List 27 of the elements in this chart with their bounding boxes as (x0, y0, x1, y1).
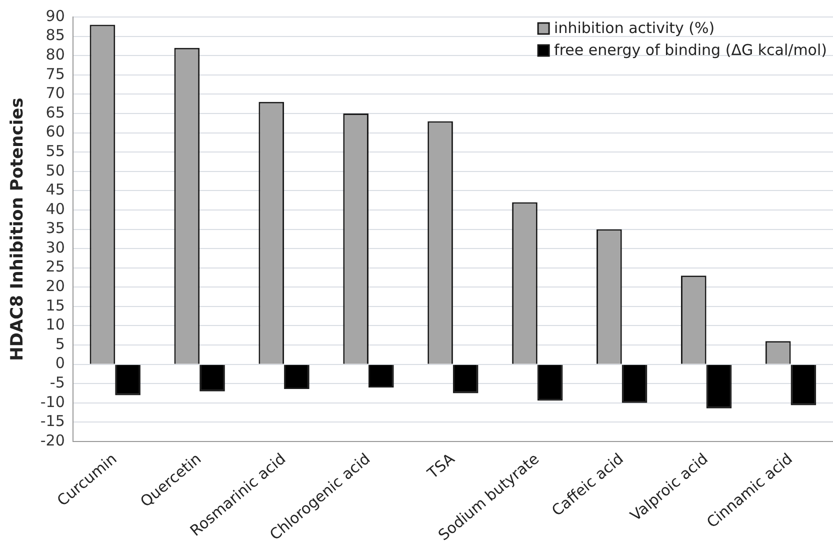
y-tick-label: 75 (46, 64, 65, 83)
y-tick-label: 90 (46, 6, 65, 25)
y-tick-label: 70 (46, 84, 65, 102)
y-tick-label: 30 (46, 238, 65, 256)
y-tick-label: 55 (46, 142, 65, 160)
y-tick-label: 60 (46, 122, 65, 141)
y-tick-label: 0 (55, 354, 65, 372)
y-axis-title: HDAC8 Inhibition Potencies (8, 98, 28, 361)
y-tick-label: 35 (46, 219, 65, 238)
y-tick-label: 65 (46, 103, 65, 122)
y-tick-label: 25 (46, 258, 65, 276)
y-tick-label: 40 (46, 200, 65, 218)
y-tick-label: 45 (46, 180, 65, 199)
y-tick-label: 10 (46, 316, 65, 334)
y-tick-label: -15 (40, 412, 65, 430)
y-tick-label: 20 (46, 277, 65, 296)
y-tick-label: 85 (46, 26, 65, 44)
x-tick-label: TSA (423, 449, 459, 483)
y-tick-label: -10 (40, 392, 65, 411)
y-tick-label: 5 (55, 334, 65, 353)
y-tick-label: 50 (46, 161, 65, 180)
legend-label: free energy of binding (ΔG kcal/mol) (554, 40, 828, 59)
y-tick-label: -20 (40, 431, 65, 450)
legend-label: inhibition activity (%) (554, 18, 715, 37)
y-tick-label: 80 (46, 45, 65, 64)
y-tick-label: -5 (50, 374, 65, 392)
y-tick-label: 15 (46, 296, 65, 314)
